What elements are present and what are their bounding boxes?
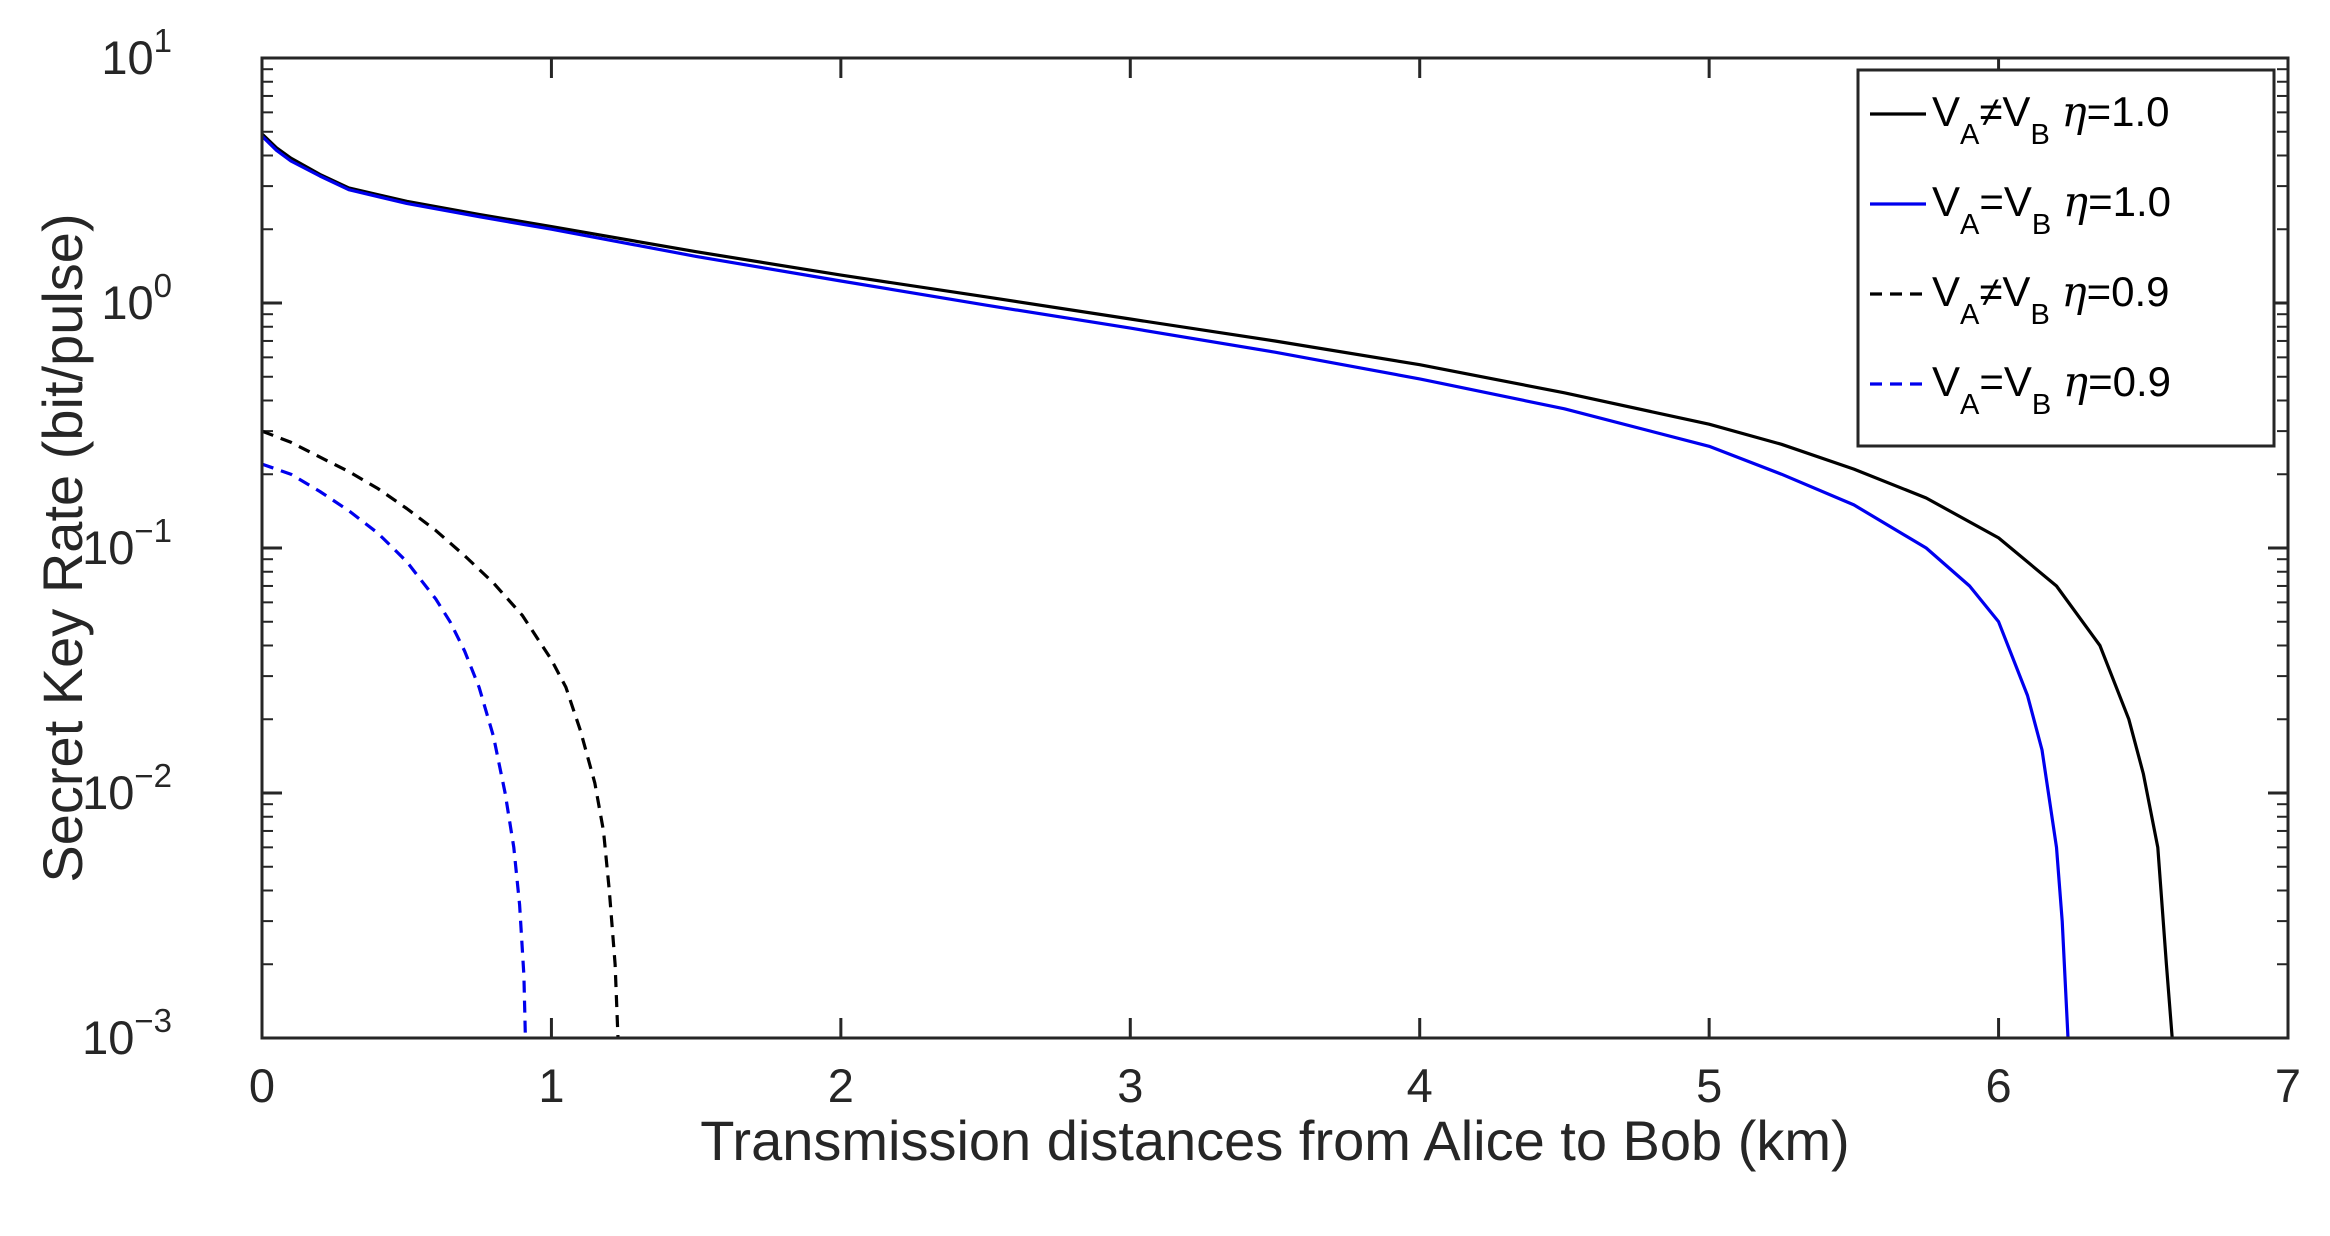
legend-box: [1856, 68, 2276, 448]
x-tick-label: 6: [1986, 1059, 2012, 1112]
x-tick-label: 2: [828, 1059, 854, 1112]
series-line-1: [260, 132, 2174, 1039]
plot-frame: [260, 56, 2290, 1040]
series-line-3: [261, 429, 620, 1039]
legend-label-1: VA≠VB η=1.0: [1932, 87, 2170, 151]
legend-label-2: VA=VB η=1.0: [1932, 177, 2171, 241]
x-axis-title: Transmission distances from Alice to Bob…: [700, 1109, 1849, 1172]
y-tick-label: 10−2: [82, 757, 172, 819]
y-tick-label: 100: [101, 267, 172, 329]
x-tick-label: 1: [538, 1059, 564, 1112]
series-lines: [260, 132, 2174, 1039]
legend-label-4: VA=VB η=0.9: [1932, 357, 2171, 421]
x-tick-label: 0: [249, 1059, 275, 1112]
x-tick-label: 7: [2275, 1059, 2301, 1112]
y-tick-label: 10−3: [82, 1002, 172, 1064]
x-axis-ticks: 0 1 2 3 4 5 6 7: [249, 58, 2301, 1112]
y-tick-label: 10−1: [82, 512, 172, 574]
legend-label-3: VA≠VB η=0.9: [1932, 267, 2170, 331]
x-tick-label: 5: [1696, 1059, 1722, 1112]
y-tick-label: 101: [101, 22, 172, 84]
legend: VA≠VB η=1.0 VA=VB η=1.0 VA≠VB η=0.9 VA=VB η…: [1856, 68, 2276, 448]
x-tick-label: 4: [1407, 1059, 1433, 1112]
series-line-2: [260, 134, 2070, 1039]
series-line-4: [261, 462, 527, 1039]
y-axis-title: Secret Key Rate (bit/pulse): [31, 213, 94, 882]
x-tick-label: 3: [1117, 1059, 1143, 1112]
y-axis-ticks: 101 100 10−1 10−2 10−3: [82, 22, 2288, 1064]
